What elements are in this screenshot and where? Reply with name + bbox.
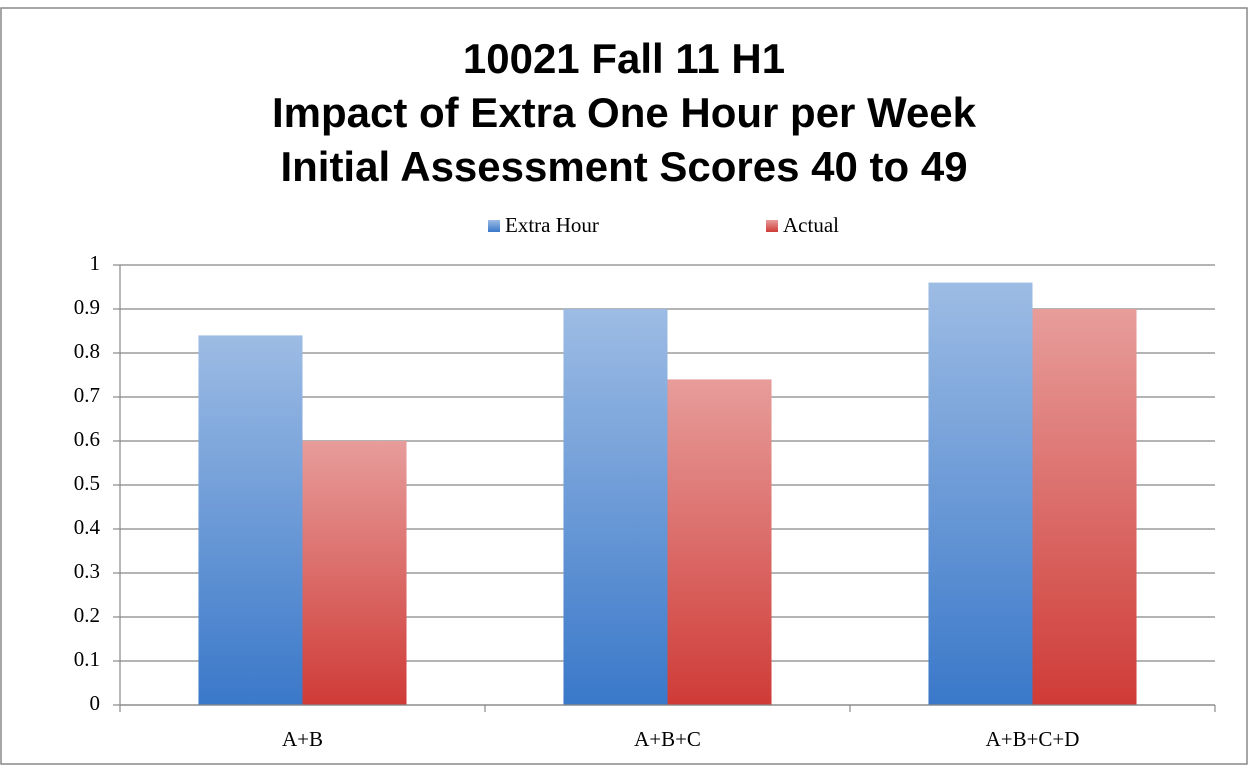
chart-title: Initial Assessment Scores 40 to 49 [280, 143, 967, 190]
y-tick-label: 0.6 [74, 427, 100, 451]
bar [302, 441, 407, 705]
legend-swatch [766, 220, 778, 232]
bar [928, 282, 1033, 705]
y-tick-label: 0 [90, 691, 101, 715]
x-tick-label: A+B+C [634, 727, 701, 751]
y-tick-label: 0.1 [74, 647, 100, 671]
x-tick-label: A+B+C+D [986, 727, 1080, 751]
y-tick-label: 0.7 [74, 383, 100, 407]
chart-frame [0, 7, 1248, 765]
bar [198, 335, 303, 705]
legend-label: Actual [783, 213, 839, 237]
y-tick-label: 0.4 [74, 515, 101, 539]
bar [1032, 309, 1137, 705]
y-tick-label: 0.3 [74, 559, 100, 583]
y-tick-label: 0.8 [74, 339, 100, 363]
legend-swatch [488, 220, 500, 232]
y-tick-label: 1 [90, 251, 101, 275]
bar [563, 309, 668, 705]
bar [667, 379, 772, 705]
chart-title: Impact of Extra One Hour per Week [272, 89, 977, 136]
y-tick-label: 0.2 [74, 603, 100, 627]
y-tick-label: 0.9 [74, 295, 100, 319]
x-tick-label: A+B [282, 727, 323, 751]
legend-label: Extra Hour [505, 213, 599, 237]
y-tick-label: 0.5 [74, 471, 100, 495]
chart-title: 10021 Fall 11 H1 [463, 35, 785, 82]
